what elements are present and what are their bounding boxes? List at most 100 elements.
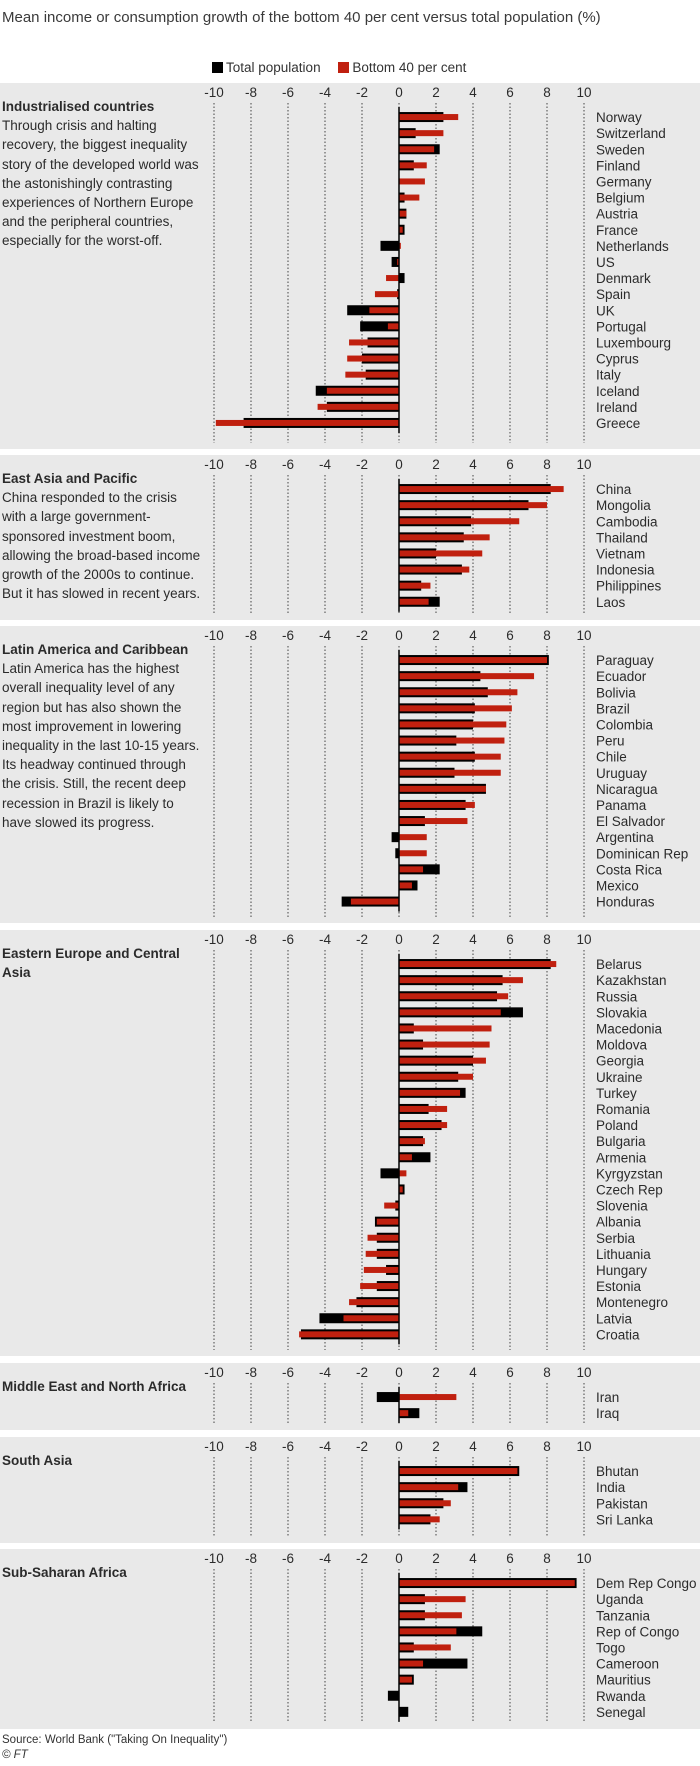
legend-item-bottom40: Bottom 40 per cent (338, 60, 466, 75)
bar-bottom-40 (399, 673, 535, 680)
bar-total-population (399, 1706, 409, 1717)
legend-label-total: Total population (226, 60, 321, 75)
tick-label: 4 (469, 1439, 477, 1454)
country-label: Vietnam (596, 546, 645, 561)
bar-bottom-40 (399, 1170, 407, 1177)
country-label: Chile (596, 750, 627, 765)
country-label: Ecuador (596, 669, 647, 684)
bar-bottom-40 (367, 1234, 399, 1241)
bar-bottom-40 (399, 657, 547, 664)
panel-heading: Industrialised countries (2, 99, 155, 114)
tick-label: -6 (282, 457, 294, 472)
country-label: Ukraine (596, 1070, 643, 1085)
country-label: Philippines (596, 579, 662, 594)
country-label: Costa Rica (596, 862, 663, 877)
panel-description: Latin America has the highest overall in… (2, 661, 200, 830)
bar-bottom-40 (376, 1218, 399, 1225)
bar-chart-eastern-europe: -10 -8 -6 -4 -2 0 2 4 6 8 10 BelarusKazakhstanRussi… (204, 932, 668, 1350)
country-label: Belgium (596, 191, 645, 206)
bar-bottom-40 (399, 1025, 492, 1032)
country-label: Armenia (596, 1150, 647, 1165)
bar-bottom-40 (399, 1628, 457, 1635)
country-label: Cyprus (596, 352, 639, 367)
panel-description: Through crisis and halting recovery, the… (2, 118, 199, 249)
country-label: Dominican Rep (596, 846, 688, 861)
country-label: Poland (596, 1118, 638, 1133)
tick-label: -4 (319, 932, 331, 947)
bar-total-population (399, 1408, 420, 1419)
bar-bottom-40 (399, 834, 427, 841)
bar-bottom-40 (326, 387, 399, 394)
bar-chart-south-asia: -10 -8 -6 -4 -2 0 2 4 6 8 10 BhutanIndiaPakistanSri… (204, 1439, 654, 1537)
bar-bottom-40 (399, 130, 444, 137)
bar-bottom-40 (399, 502, 547, 509)
bar-bottom-40 (399, 178, 425, 185)
tick-label: -8 (245, 1551, 257, 1566)
tick-label: -2 (356, 457, 368, 472)
tick-label: -10 (204, 457, 224, 472)
tick-label: 8 (543, 1439, 551, 1454)
country-label: Denmark (596, 271, 651, 286)
tick-label: 6 (506, 1365, 514, 1380)
bar-bottom-40 (365, 1250, 399, 1257)
country-label: Austria (596, 207, 639, 222)
country-label: Pakistan (596, 1496, 648, 1511)
legend-item-total: Total population (212, 60, 321, 75)
bar-bottom-40 (399, 1516, 440, 1523)
bar-bottom-40 (399, 1186, 403, 1193)
tick-label: -8 (245, 85, 257, 100)
tick-label: -4 (319, 1365, 331, 1380)
tick-label: 6 (506, 628, 514, 643)
bar-bottom-40 (360, 1283, 399, 1290)
tick-label: -10 (204, 1551, 224, 1566)
bar-bottom-40 (399, 753, 501, 760)
country-label: Sri Lanka (596, 1512, 654, 1527)
bar-bottom-40 (399, 1468, 518, 1475)
bar-bottom-40 (399, 1105, 448, 1112)
bar-bottom-40 (399, 882, 412, 889)
bar-bottom-40 (374, 291, 399, 298)
bar-bottom-40 (399, 550, 483, 557)
bar-bottom-40 (399, 518, 520, 525)
bar-chart-sub-saharan-africa: -10 -8 -6 -4 -2 0 2 4 6 8 10 Dem Rep CongoUgandaTan… (204, 1551, 697, 1723)
country-label: Indonesia (596, 563, 655, 578)
tick-label: 8 (543, 1365, 551, 1380)
legend: Total population Bottom 40 per cent (212, 60, 480, 75)
country-label: Greece (596, 416, 640, 431)
bar-total-population (399, 1152, 431, 1163)
bar-total-population (376, 1392, 399, 1403)
bar-bottom-40 (399, 1009, 501, 1016)
country-label: Iraq (596, 1406, 619, 1421)
country-label: Latvia (596, 1311, 633, 1326)
panel-description: China responded to the crisis with a lar… (2, 490, 201, 602)
bar-bottom-40 (399, 582, 431, 589)
panel-east-asia-pacific: East Asia and Pacific China responded to… (0, 455, 700, 620)
country-label: Slovakia (596, 1005, 648, 1020)
country-label: Dem Rep Congo (596, 1576, 697, 1591)
country-label: Senegal (596, 1705, 646, 1720)
tick-label: -4 (319, 85, 331, 100)
tick-label: -10 (204, 932, 224, 947)
panel-text: Latin America and Caribbean Latin Americ… (2, 640, 202, 832)
tick-label: -6 (282, 932, 294, 947)
bar-bottom-40 (399, 818, 468, 825)
country-label: Ireland (596, 400, 637, 415)
bar-total-population (399, 1658, 468, 1669)
country-label: Peru (596, 734, 625, 749)
country-label: France (596, 223, 638, 238)
tick-label: 2 (432, 932, 440, 947)
country-label: Georgia (596, 1054, 645, 1069)
panel-middle-east: Middle East and North Africa -10 -8 -6 -4 -2… (0, 1363, 700, 1430)
tick-label: 2 (432, 457, 440, 472)
tick-label: 2 (432, 1365, 440, 1380)
country-label: Bhutan (596, 1464, 639, 1479)
tick-label: 4 (469, 457, 477, 472)
legend-swatch-total (212, 62, 223, 73)
country-label: Uruguay (596, 766, 647, 781)
country-label: Mexico (596, 878, 639, 893)
tick-label: -8 (245, 1439, 257, 1454)
country-label: Lithuania (596, 1247, 651, 1262)
bar-bottom-40 (399, 721, 507, 728)
tick-label: 10 (576, 85, 591, 100)
country-label: Kazakhstan (596, 973, 667, 988)
